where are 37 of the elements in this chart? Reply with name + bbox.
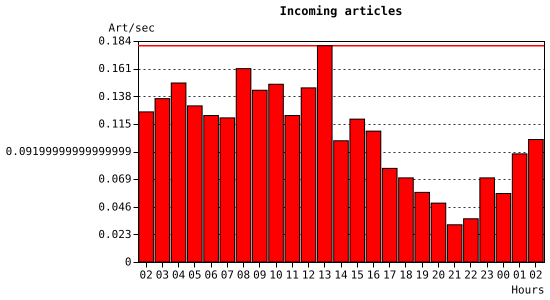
- x-tick-label: 02: [139, 268, 153, 282]
- x-tick-label: 00: [496, 268, 510, 282]
- y-tick-label: 0: [124, 256, 132, 268]
- x-tick-label: 09: [253, 268, 266, 282]
- x-tick-label: 08: [236, 268, 250, 282]
- x-tick-label: 12: [302, 268, 316, 282]
- x-tick-label: 01: [513, 268, 526, 282]
- x-tick-label: 07: [220, 268, 234, 282]
- x-tick-label: 13: [318, 268, 332, 282]
- x-tick-label: 14: [334, 268, 348, 282]
- y-tick-label: 0.09199999999999999: [6, 145, 132, 158]
- x-tick-label: 23: [480, 268, 494, 282]
- x-tick-label: 03: [156, 268, 169, 282]
- x-tick-label: 15: [350, 268, 364, 282]
- x-tick-label: 22: [464, 268, 478, 282]
- x-tick-label: 21: [448, 268, 462, 282]
- x-tick-label: 19: [416, 268, 429, 282]
- x-tick-label: 17: [383, 268, 396, 282]
- y-axis-title: Art/sec: [108, 22, 155, 34]
- x-tick-label: 18: [399, 268, 413, 282]
- chart-title: Incoming articles: [280, 4, 402, 18]
- y-tick-label: 0.115: [98, 117, 132, 130]
- y-tick-label: 0.138: [98, 90, 132, 103]
- x-tick-label: 11: [286, 268, 299, 282]
- x-tick-label: 06: [204, 268, 218, 282]
- x-tick-label: 10: [269, 268, 283, 282]
- y-tick-label: 0.046: [98, 200, 132, 214]
- y-tick-label: 0.023: [98, 228, 132, 241]
- x-tick-label: 05: [188, 268, 202, 282]
- x-tick-label: 02: [529, 268, 543, 282]
- x-tick-label: 16: [366, 268, 380, 282]
- y-tick-label: 0.184: [98, 34, 132, 48]
- y-tick-label: 0.069: [98, 172, 132, 186]
- x-tick-label: 04: [172, 268, 186, 282]
- x-axis-title: Hours: [511, 284, 544, 296]
- x-tick-label: 20: [432, 268, 446, 282]
- y-tick-label: 0.161: [98, 62, 132, 76]
